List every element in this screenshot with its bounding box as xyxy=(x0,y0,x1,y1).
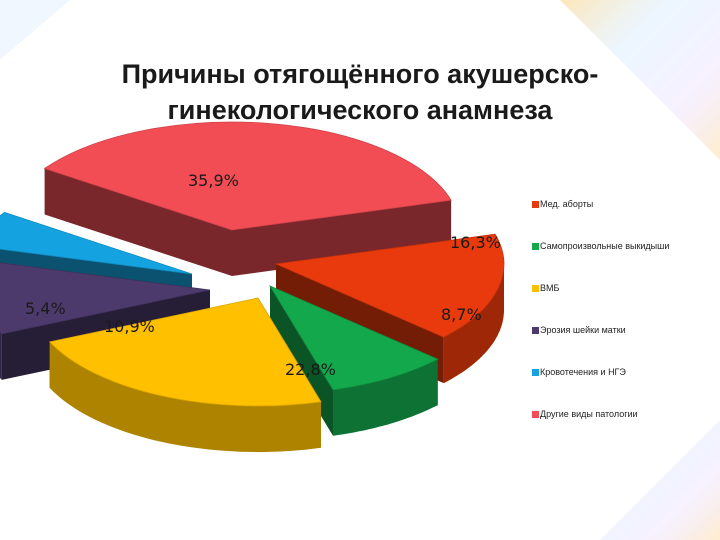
chart-title-line-1: Причины отягощённого акушерско- xyxy=(121,59,599,89)
legend-label-1: Мед. аборты xyxy=(540,199,594,209)
legend-swatch-5 xyxy=(532,369,539,376)
legend-item-4: Эрозия шейки матки xyxy=(532,324,626,336)
legend-item-1: Мед. аборты xyxy=(532,198,593,210)
legend-label-3: ВМБ xyxy=(540,283,560,293)
data-label-6: 35,9% xyxy=(188,171,239,190)
legend-swatch-1 xyxy=(532,201,539,208)
chart-title: Причины отягощённого акушерско- гинеколо… xyxy=(60,56,660,128)
legend-label-4: Эрозия шейки матки xyxy=(540,325,626,335)
legend-item-6: Другие виды патологии xyxy=(532,408,638,420)
legend-swatch-4 xyxy=(532,327,539,334)
legend-swatch-6 xyxy=(532,411,539,418)
pie-slice-6-side-1 xyxy=(44,168,233,276)
legend-swatch-3 xyxy=(532,285,539,292)
legend-item-2: Самопроизвольные выкидыши xyxy=(532,240,669,252)
pie-slice-6-side-2 xyxy=(232,200,452,276)
data-label-2: 8,7% xyxy=(441,305,482,324)
pie-slice-4-top xyxy=(0,262,211,335)
pie-slice-4-rim-1 xyxy=(0,332,2,380)
data-label-5: 5,4% xyxy=(25,299,66,318)
pie-slice-3-rim-1 xyxy=(49,341,321,452)
pie-slice-2-rim-1 xyxy=(333,359,438,436)
data-label-4: 10,9% xyxy=(104,317,155,336)
chart-title-line-2: гинекологического анамнеза xyxy=(167,95,553,125)
legend-swatch-2 xyxy=(532,243,539,250)
pie-slice-3-top xyxy=(48,297,322,407)
pie-slice-5-top xyxy=(0,212,193,275)
legend-item-3: ВМБ xyxy=(532,282,559,294)
pie-slice-2-top xyxy=(269,285,439,391)
data-label-3: 22,8% xyxy=(285,360,336,379)
legend-label-6: Другие виды патологии xyxy=(540,409,638,419)
pie-slice-1-rim-1 xyxy=(443,264,504,384)
data-label-1: 16,3% xyxy=(450,233,501,252)
pie-slice-6-top xyxy=(43,121,452,231)
pie-slice-1-top xyxy=(274,233,505,338)
pie-slice-3 xyxy=(48,297,322,452)
legend-item-5: Кровотечения и НГЭ xyxy=(532,366,626,378)
legend-label-2: Самопроизвольные выкидыши xyxy=(540,241,670,251)
pie-slice-6 xyxy=(43,121,452,276)
legend-label-5: Кровотечения и НГЭ xyxy=(540,367,626,377)
